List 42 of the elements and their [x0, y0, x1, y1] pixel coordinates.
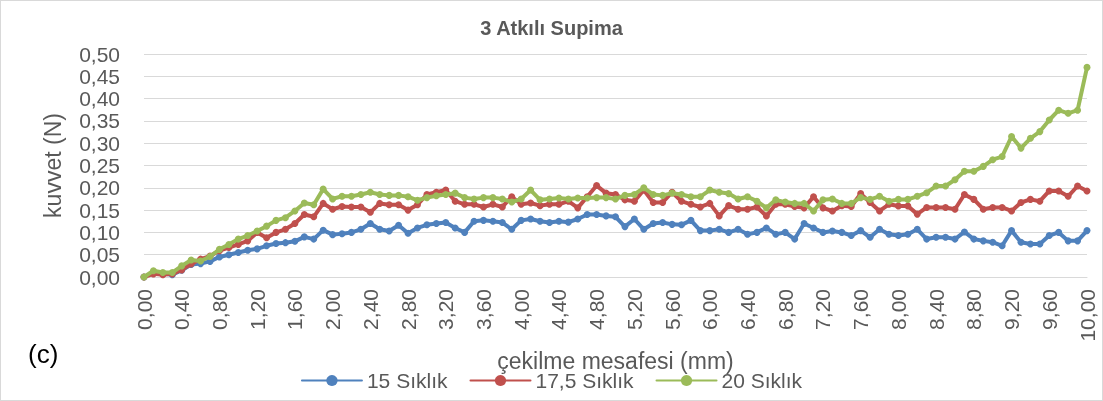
x-tick-label: 3,60 — [471, 289, 495, 330]
x-tick-label: 0,40 — [170, 289, 194, 330]
x-tick-label: 1,60 — [283, 289, 307, 330]
x-tick-label: 2,40 — [358, 289, 382, 330]
y-tick-label: 0,30 — [79, 131, 120, 155]
x-tick-label: 9,20 — [1000, 289, 1024, 330]
y-axis-title: kuvvet (N) — [39, 113, 66, 218]
legend-label: 17,5 Sıklık — [535, 369, 635, 392]
x-tick-label: 0,00 — [132, 289, 156, 330]
x-tick-label: 8,40 — [924, 289, 948, 330]
x-tick-label: 2,80 — [396, 289, 420, 330]
y-tick-label: 0,25 — [79, 154, 120, 177]
y-tick-label: 0,45 — [79, 64, 120, 88]
y-tick-label: 0,40 — [79, 87, 120, 111]
x-tick-label: 0,80 — [207, 289, 231, 330]
y-tick-label: 0,10 — [79, 220, 120, 244]
x-tick-label: 5,20 — [622, 289, 646, 330]
x-tick-label: 7,60 — [849, 289, 873, 330]
y-tick-label: 0,20 — [79, 176, 120, 200]
x-tick-label: 3,20 — [434, 289, 458, 330]
x-tick-label: 5,60 — [660, 289, 684, 330]
y-tick-label: 0,50 — [79, 42, 120, 66]
x-tick-label: 2,00 — [321, 289, 345, 330]
x-tick-label: 10,00 — [1075, 289, 1099, 342]
y-tick-label: 0,15 — [79, 198, 120, 222]
y-tick-label: 0,00 — [79, 265, 120, 289]
x-tick-label: 9,60 — [1037, 289, 1061, 330]
x-tick-label: 6,80 — [773, 289, 797, 330]
chart-title: 3 Atkılı Supima — [480, 17, 624, 39]
x-tick-label: 4,80 — [585, 289, 609, 330]
x-tick-label: 6,40 — [736, 289, 760, 330]
x-tick-label: 6,00 — [698, 289, 722, 330]
x-tick-label: 8,00 — [886, 289, 910, 330]
x-tick-label: 8,80 — [962, 289, 986, 330]
x-tick-label: 7,20 — [811, 289, 835, 330]
y-tick-label: 0,05 — [79, 243, 120, 267]
legend-label: 15 Sıklık — [366, 369, 448, 392]
x-tick-label: 1,20 — [245, 289, 269, 330]
y-tick-label: 0,35 — [79, 109, 120, 133]
x-tick-label: 4,40 — [547, 289, 571, 330]
text: (c) — [28, 339, 59, 369]
x-tick-label: 4,00 — [509, 289, 533, 330]
